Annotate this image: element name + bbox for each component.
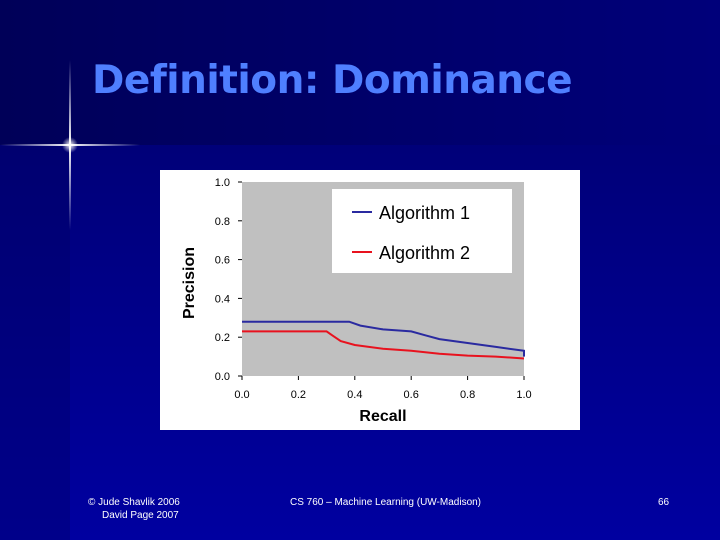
y-axis-label: Precision xyxy=(181,247,198,319)
footer-copyright: © Jude Shavlik 2006 David Page 2007 xyxy=(88,496,180,522)
chart-panel: 0.0 0.2 0.4 0.6 0.8 1.0 0.0 0.2 0.4 0.6 0.8 1.0 Reca… xyxy=(160,170,580,430)
y-tick-label: 0.0 xyxy=(215,371,230,383)
x-tick-label: 0.0 xyxy=(234,389,249,401)
slide-title: Definition: Dominance xyxy=(92,58,573,103)
sparkle-decoration-icon xyxy=(0,60,140,230)
x-tick-label: 0.4 xyxy=(347,389,362,401)
legend-label-1: Algorithm 1 xyxy=(379,203,470,223)
x-tick-label: 1.0 xyxy=(516,389,531,401)
y-tick-label: 0.2 xyxy=(215,332,230,344)
legend-label-2: Algorithm 2 xyxy=(379,243,470,263)
series-line-2 xyxy=(242,330,525,360)
footer-copyright-line2: David Page 2007 xyxy=(102,510,179,521)
legend-box xyxy=(332,189,512,273)
precision-recall-chart: 0.0 0.2 0.4 0.6 0.8 1.0 0.0 0.2 0.4 0.6 0.8 1.0 Reca… xyxy=(181,177,532,425)
left-band xyxy=(0,145,70,540)
header-band xyxy=(0,0,720,145)
x-tick-label: 0.8 xyxy=(460,389,475,401)
y-tick-label: 1.0 xyxy=(215,177,230,189)
footer-copyright-line1: © Jude Shavlik 2006 xyxy=(88,497,180,508)
x-tick-label: 0.6 xyxy=(404,389,419,401)
page-number: 66 xyxy=(658,497,670,508)
series-line-1 xyxy=(242,320,525,357)
y-tick-label: 0.8 xyxy=(215,216,230,228)
footer-course: CS 760 – Machine Learning (UW-Madison) xyxy=(290,497,482,508)
y-tick-label: 0.6 xyxy=(215,255,230,267)
x-axis-label: Recall xyxy=(359,408,406,425)
y-tick-label: 0.4 xyxy=(215,293,230,305)
x-tick-label: 0.2 xyxy=(291,389,306,401)
